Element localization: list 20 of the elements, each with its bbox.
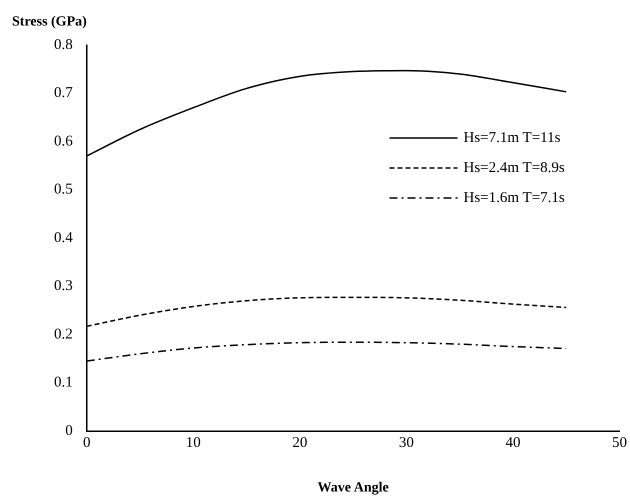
y-tick-label: 0.3	[54, 278, 73, 294]
x-tick-label: 40	[505, 434, 520, 451]
y-tick-label: 0.1	[54, 374, 73, 391]
y-tick-label: 0	[65, 422, 73, 439]
x-axis-title: Wave Angle	[318, 480, 389, 496]
x-tick-label: 50	[612, 434, 627, 451]
x-tick-label: 10	[186, 434, 201, 451]
legend-label: Hs=2.4m T=8.9s	[464, 160, 565, 176]
y-axis-title: Stress (GPa)	[12, 14, 88, 30]
y-tick-label: 0.5	[54, 182, 73, 198]
y-tick-label: 0.2	[54, 326, 73, 342]
x-tick-label: 0	[83, 434, 90, 451]
y-tick-label: 0.7	[54, 85, 74, 102]
x-tick-label: 20	[292, 434, 308, 451]
y-tick-label: 0.4	[54, 230, 74, 246]
legend-label: Hs=7.1m T=11s	[464, 130, 561, 146]
x-tick-label: 30	[398, 434, 414, 451]
y-tick-label: 0.6	[54, 133, 74, 150]
y-tick-label: 0.8	[54, 36, 73, 53]
legend-label: Hs=1.6m T=7.1s	[464, 190, 565, 206]
